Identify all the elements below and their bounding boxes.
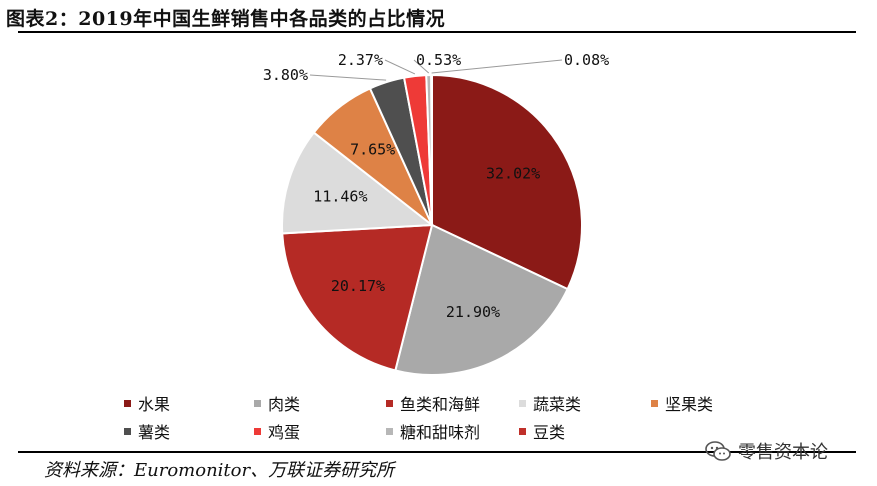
pie-slice-2 — [281, 223, 434, 372]
data-label-3: 11.46% — [313, 187, 367, 205]
data-label-1: 21.90% — [446, 303, 500, 321]
chart-title: 图表2：2019年中国生鲜销售中各品类的占比情况 — [6, 8, 446, 30]
legend-swatch-3 — [519, 400, 526, 407]
wechat-icon — [705, 441, 731, 461]
data-label-7: 0.53% — [416, 51, 461, 69]
legend-label-2: 鱼类和海鲜 — [400, 395, 480, 414]
leader-line-5 — [309, 74, 387, 81]
data-labels: 32.02% 21.90% 20.17% 11.46% 7.65% 3.80% 2.37% 0… — [263, 51, 609, 321]
data-label-8: 0.08% — [564, 51, 609, 69]
legend-label-7: 糖和甜味剂 — [400, 423, 480, 442]
legend-swatch-5 — [124, 428, 131, 435]
data-label-5: 3.80% — [263, 66, 308, 84]
data-label-6: 2.37% — [338, 51, 383, 69]
legend-label-8: 豆类 — [533, 423, 565, 442]
pie-slice-3 — [281, 131, 435, 235]
leader-lines — [309, 59, 563, 81]
watermark: 零售资本论 — [704, 438, 828, 464]
legend-swatch-2 — [386, 400, 393, 407]
leader-line-7 — [413, 59, 430, 74]
legend-label-6: 鸡蛋 — [268, 423, 300, 442]
source-note: 资料来源：Euromonitor、万联证券研究所 — [44, 460, 395, 481]
legend-label-1: 肉类 — [268, 395, 300, 414]
legend-swatch-6 — [254, 428, 261, 435]
legend-label-0: 水果 — [138, 395, 170, 414]
top-rule — [18, 31, 856, 33]
leader-line-8 — [431, 59, 563, 74]
pie-slice-0 — [431, 73, 583, 291]
data-label-2: 20.17% — [331, 277, 385, 295]
legend-swatch-8 — [519, 428, 526, 435]
legend-label-5: 薯类 — [138, 423, 170, 442]
legend-label-4: 坚果类 — [665, 395, 713, 414]
legend-label-3: 蔬菜类 — [533, 395, 581, 414]
data-label-0: 32.02% — [486, 165, 540, 183]
legend-swatch-0 — [124, 400, 131, 407]
pie-slices — [281, 73, 583, 376]
watermark-text: 零售资本论 — [738, 442, 828, 463]
pie-slice-1 — [394, 223, 569, 376]
legend-swatch-1 — [254, 400, 261, 407]
bottom-rule — [18, 451, 856, 453]
data-label-4: 7.65% — [350, 141, 395, 159]
leader-line-6 — [384, 59, 416, 75]
legend-swatch-4 — [651, 400, 658, 407]
pie-slice-8 — [430, 73, 433, 226]
legend-swatch-7 — [386, 428, 393, 435]
